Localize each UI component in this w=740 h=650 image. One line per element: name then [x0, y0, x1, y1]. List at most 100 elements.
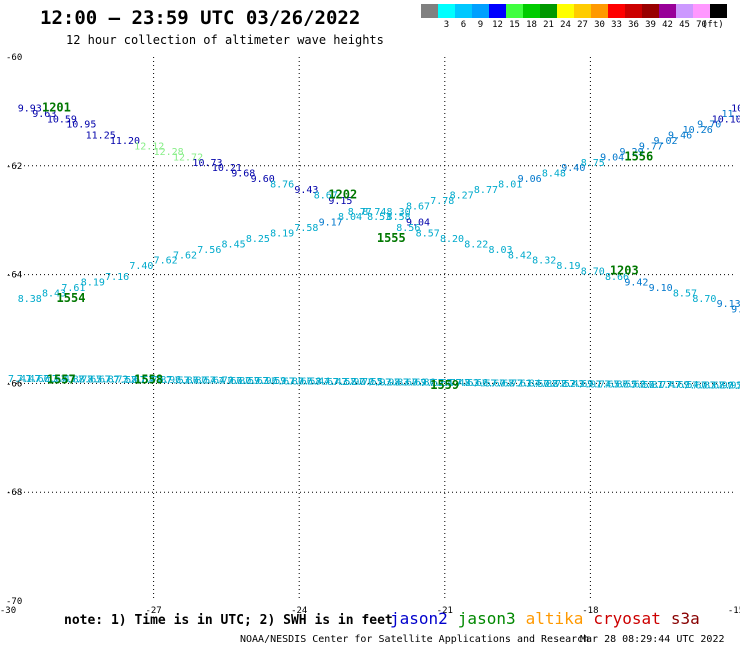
- color-scale-swatch: [574, 4, 591, 18]
- wave-height-label: 7.67: [315, 377, 339, 388]
- wave-height-label: 8.76: [270, 180, 294, 191]
- color-scale-swatch: [489, 4, 506, 18]
- wave-height-label: 7.78: [430, 196, 454, 207]
- wave-height-label: 7.80: [183, 375, 207, 386]
- track-label: 1202: [328, 187, 357, 201]
- wave-height-label: 7.43: [324, 377, 348, 388]
- y-tick-label: -64: [6, 271, 22, 281]
- color-scale-unit: (ft): [702, 20, 724, 30]
- wave-height-label: 7.54: [675, 380, 699, 391]
- wave-height-label: 8.42: [508, 250, 532, 261]
- x-tick-label: -30: [0, 606, 16, 616]
- wave-height-label: 9.70: [697, 120, 721, 131]
- wave-height-label: 8.77: [348, 207, 372, 218]
- wave-height-label: 9.29: [620, 147, 644, 158]
- wave-height-label: 7.54: [131, 375, 155, 386]
- wave-height-label: 7.65: [78, 374, 102, 385]
- wave-height-label: 7.52: [420, 378, 444, 389]
- wave-height-label: 7.58: [297, 377, 321, 388]
- wave-height-label: 7.64: [43, 374, 67, 385]
- wave-height-label: 7.68: [622, 380, 646, 391]
- wave-height-label: 8.01: [498, 180, 522, 191]
- wave-height-label: 7.58: [736, 381, 740, 392]
- wave-height-label: 9.06: [518, 174, 542, 185]
- wave-height-label: 7.69: [403, 378, 427, 389]
- wave-height-label: 7.59: [262, 376, 286, 387]
- color-scale-swatch: [540, 4, 557, 18]
- wave-height-label: 7.52: [552, 379, 576, 390]
- wave-height-label: 10.10: [731, 103, 740, 114]
- wave-height-label: 9.43: [294, 185, 318, 196]
- color-scale-label: 39: [645, 20, 656, 30]
- wave-height-label: 7.77: [648, 380, 672, 391]
- wave-height-label: 7.44: [306, 377, 330, 388]
- color-scale-swatches: [421, 4, 727, 18]
- color-scale-swatch: [455, 4, 472, 18]
- wave-height-label: 8.58: [387, 212, 411, 223]
- wave-height-label: 7.53: [166, 375, 190, 386]
- color-scale-swatch: [693, 4, 710, 18]
- wave-height-label: 8.25: [246, 234, 270, 245]
- wave-height-label: 7.69: [569, 379, 593, 390]
- wave-height-label: 10.21: [212, 163, 242, 174]
- wave-height-label: 7.86: [411, 378, 435, 389]
- color-scale-swatch: [557, 4, 574, 18]
- wave-height-label: 10.95: [66, 120, 96, 131]
- wave-height-label: 9.04: [600, 152, 624, 163]
- y-tick-label: -68: [6, 488, 22, 498]
- color-scale-swatch: [608, 4, 625, 18]
- color-scale-label: 24: [560, 20, 571, 30]
- wave-height-label: 8.30: [387, 207, 411, 218]
- wave-height-label: 9.04: [406, 218, 430, 229]
- color-scale-label: 15: [509, 20, 520, 30]
- color-scale-label: 18: [526, 20, 537, 30]
- x-tick-label: -24: [291, 606, 307, 616]
- wave-height-label: 8.22: [464, 239, 488, 250]
- wave-height-label: 11.76: [721, 109, 740, 120]
- wave-height-label: 7.53: [34, 374, 58, 385]
- y-tick-label: -70: [6, 597, 22, 607]
- wave-height-label: 7.83: [692, 380, 716, 391]
- wave-height-label: 7.58: [113, 375, 137, 386]
- color-scale-swatch: [710, 4, 727, 18]
- track-label: 1554: [57, 291, 86, 305]
- wave-height-label: 12.72: [173, 152, 203, 163]
- color-scale-label: 30: [594, 20, 605, 30]
- wave-height-label: 9.10: [649, 283, 673, 294]
- track-label: 1201: [42, 100, 71, 114]
- wave-height-label: 9.15: [328, 196, 352, 207]
- wave-height-label: 8.56: [396, 223, 420, 234]
- wave-height-label: 7.86: [604, 380, 628, 391]
- wave-height-label: 7.63: [455, 378, 479, 389]
- wave-height-label: 7.54: [192, 376, 216, 387]
- color-scale-label: 45: [679, 20, 690, 30]
- wave-height-label: 7.76: [140, 375, 164, 386]
- wave-height-label: 7.96: [254, 376, 278, 387]
- wave-height-label: 9.42: [624, 277, 648, 288]
- wave-height-label: 7.84: [517, 379, 541, 390]
- color-scale-label: 3: [443, 20, 450, 30]
- wave-height-label: 9.63: [32, 109, 56, 120]
- legend-item-jason2: jason2: [390, 609, 448, 628]
- wave-height-label: 10.73: [192, 158, 222, 169]
- wave-height-label: 8.48: [542, 169, 566, 180]
- wave-height-label: 7.74: [587, 379, 611, 390]
- wave-height-label: 7.66: [464, 378, 488, 389]
- wave-height-label: 8.19: [556, 261, 580, 272]
- wave-height-label: 7.91: [578, 379, 602, 390]
- wave-height-label: 7.55: [359, 377, 383, 388]
- wave-height-label: 11.20: [110, 136, 140, 147]
- wave-height-label: 7.73: [104, 375, 128, 386]
- wave-height-label: 7.41: [8, 374, 32, 385]
- wave-height-label: 7.56: [197, 245, 221, 256]
- wave-height-label: 7.47: [657, 380, 681, 391]
- wave-height-label: 7.98: [376, 377, 400, 388]
- y-tick-label: -62: [6, 162, 22, 172]
- wave-height-label: 8.27: [450, 190, 474, 201]
- color-scale-swatch: [421, 4, 438, 18]
- page-subtitle: 12 hour collection of altimeter wave hei…: [66, 33, 384, 47]
- wave-height-label: 7.67: [87, 375, 111, 386]
- wave-height-label: 12.28: [154, 147, 184, 158]
- color-scale-swatch: [506, 4, 523, 18]
- color-scale-label: 33: [611, 20, 622, 30]
